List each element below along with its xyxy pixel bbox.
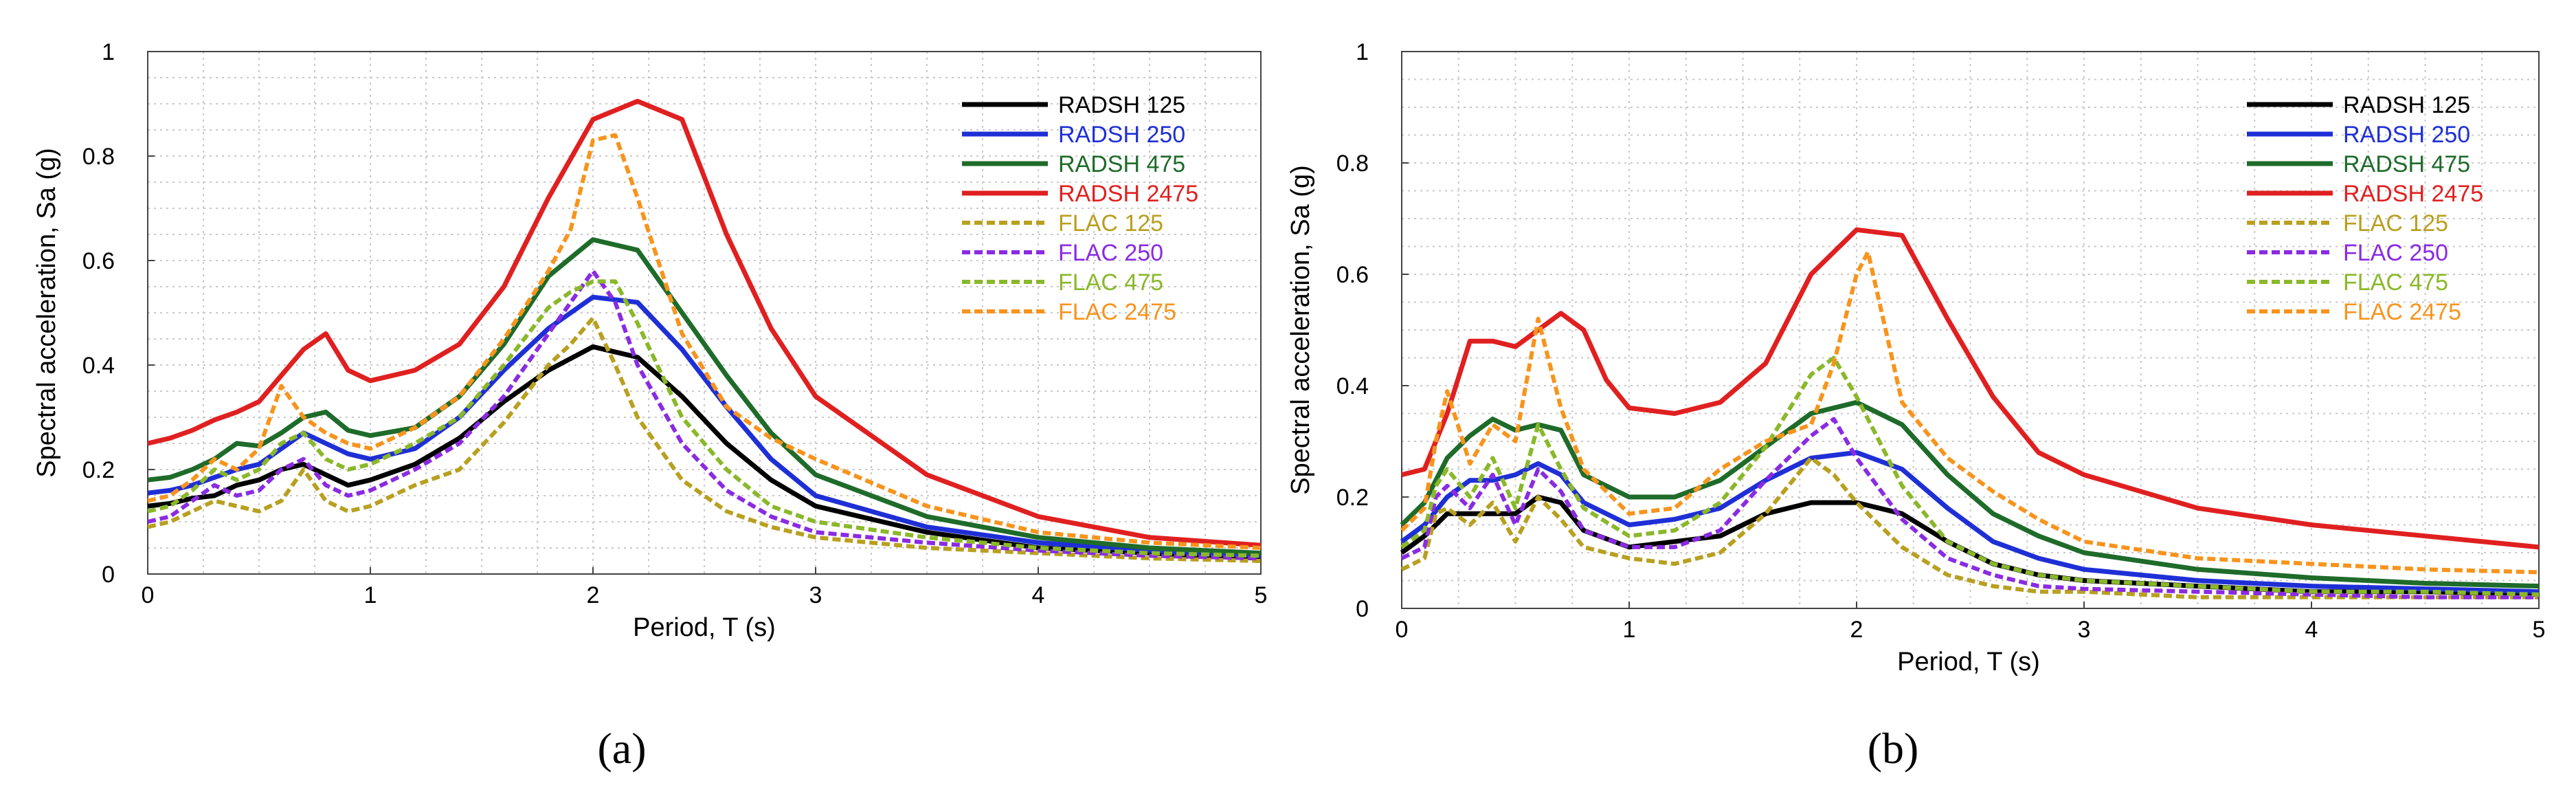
legend-label: RADSH 250: [2343, 122, 2470, 148]
legend: RADSH 125 RADSH 250 RADSH 475 RADSH 2475 FLA…: [2247, 92, 2483, 325]
legend-label: RADSH 125: [1058, 92, 1185, 118]
x-tick-label: 3: [2078, 617, 2091, 643]
legend-label: FLAC 2475: [1058, 299, 1176, 325]
y-tick-label: 0.2: [82, 457, 115, 483]
series-line-flac-125: [147, 316, 1262, 563]
legend-label: FLAC 250: [2343, 240, 2448, 266]
panel-label: (b): [1868, 724, 1919, 773]
chart-panel-b: 0 1 2 3 4 5 0 0.2 0.4 0.6 0.8 1 Period, T (s) Spectra…: [1286, 39, 2545, 773]
y-axis-label: Spectral acceleration, Sa (g): [32, 148, 61, 477]
x-tick-label: 0: [142, 582, 155, 608]
series-line-flac-2475: [147, 133, 1262, 550]
legend-label: FLAC 125: [2343, 210, 2448, 236]
series-line-flac-250: [147, 269, 1262, 561]
series-line-radsh-125: [147, 344, 1262, 561]
y-tick-label: 0.8: [82, 144, 115, 170]
series-line-radsh-475: [1400, 399, 2540, 589]
legend-label: RADSH 250: [1058, 122, 1185, 148]
x-tick-label: 1: [364, 582, 377, 608]
series-line-radsh-2475: [1401, 227, 2540, 550]
legend: RADSH 125 RADSH 250 RADSH 475 RADSH 2475 FLA…: [962, 92, 1198, 325]
x-tick-label: 1: [1623, 617, 1636, 643]
legend-label: FLAC 475: [2343, 269, 2448, 296]
panel-label: (a): [597, 724, 646, 773]
x-tick-label: 5: [1255, 582, 1268, 608]
series-line-radsh-475: [147, 237, 1262, 556]
series-line-flac-475: [1400, 355, 2540, 597]
legend-label: FLAC 475: [1058, 269, 1163, 296]
y-tick-label: 0.6: [82, 248, 115, 274]
y-tick-label: 0.8: [1336, 151, 1369, 177]
legend-label: FLAC 2475: [2343, 299, 2461, 325]
legend-label: FLAC 250: [1058, 240, 1163, 266]
y-tick-label: 0.4: [1336, 373, 1369, 399]
x-tick-label: 3: [809, 582, 822, 608]
series-line-flac-475: [147, 279, 1262, 558]
legend-label: RADSH 2475: [1058, 181, 1198, 207]
legend-label: RADSH 475: [1058, 151, 1185, 177]
series-line-flac-2475: [1400, 250, 2540, 575]
x-tick-label: 0: [1396, 617, 1409, 643]
y-tick-label: 0.6: [1336, 262, 1369, 288]
x-tick-label: 4: [2305, 617, 2318, 643]
legend-label: RADSH 2475: [2343, 181, 2483, 207]
series-line-flac-250: [1400, 417, 2539, 599]
y-axis-label: Spectral acceleration, Sa (g): [1286, 165, 1315, 494]
chart-panel-a: 0 1 2 3 4 5 0 0.2 0.4 0.6 0.8 1 Period, T (s) Spectra…: [32, 39, 1267, 773]
plot-frame: [1401, 51, 2540, 609]
x-tick-label: 5: [2533, 617, 2546, 643]
y-tick-label: 0.4: [82, 353, 115, 379]
y-tick-label: 0: [102, 562, 115, 588]
y-tick-label: 1: [102, 39, 115, 65]
y-tick-label: 0: [1356, 596, 1369, 622]
x-axis-label: Period, T (s): [633, 613, 776, 642]
series-line-flac-125: [1400, 456, 2539, 599]
series-line-radsh-2475: [147, 98, 1262, 548]
y-tick-label: 1: [1356, 39, 1369, 65]
x-tick-label: 2: [587, 582, 600, 608]
plot-frame: [147, 51, 1262, 575]
legend-label: FLAC 125: [1058, 210, 1163, 236]
y-tick-label: 0.2: [1336, 485, 1369, 511]
series-line-radsh-250: [1400, 450, 2540, 595]
legend-label: RADSH 475: [2343, 151, 2470, 177]
x-tick-label: 4: [1032, 582, 1045, 608]
x-tick-label: 2: [1850, 617, 1863, 643]
x-axis-label: Period, T (s): [1897, 648, 2040, 676]
legend-label: RADSH 125: [2343, 92, 2470, 118]
